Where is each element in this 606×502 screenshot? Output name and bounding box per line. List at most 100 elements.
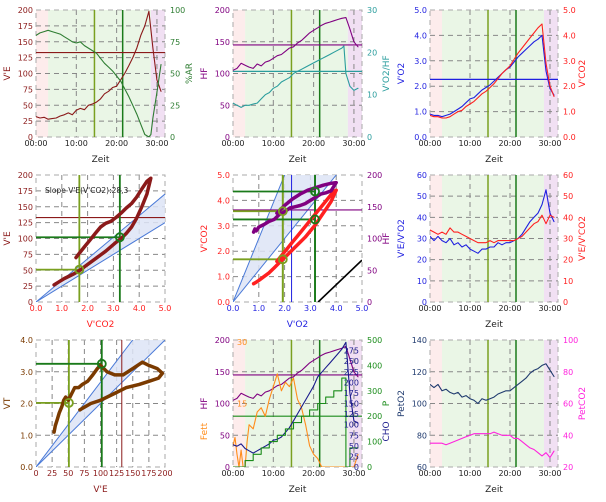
x-axis-label: Zeit (289, 155, 307, 165)
y-tick-label: 120 (412, 368, 427, 377)
panel-p6: 0 10 20 30 40 50 60 0 10 20 30 40 50 60 00:00 10:00 20:0… (397, 171, 588, 330)
plot-area (233, 340, 362, 467)
panel-p2: 0 50 100 150 200 0 10 20 30 00:00 10:00 20:00 30:00 Z… (200, 6, 392, 165)
x-tick-label: 00:00 (221, 469, 244, 478)
y-tick-label: 3.0 (20, 368, 33, 377)
plot-area (430, 340, 555, 467)
y2-tick-label: 400 (367, 361, 382, 370)
y-axis-label: V'CO2 (200, 225, 210, 253)
x-tick-label: 5.0 (159, 304, 172, 313)
y-tick-label: 175 (18, 22, 33, 31)
y-tick-label: 175 (18, 187, 33, 196)
y2-tick-label: 3.0 (563, 57, 576, 66)
cho-tick-label: 150 (344, 400, 359, 409)
y-tick-label: 30 (417, 235, 427, 244)
series-cho (233, 341, 359, 454)
offset-identity-line (317, 259, 362, 302)
y2-tick-label: 60 (563, 171, 573, 180)
y-tick-label: 140 (412, 336, 427, 345)
y-tick-label: 100 (412, 400, 427, 409)
y2-tick-label: 100 (367, 438, 382, 447)
x-tick-label: 00:00 (418, 139, 441, 148)
y-tick-label: 75 (23, 250, 33, 259)
x-tick-label: 10:00 (65, 139, 88, 148)
y-tick-label: 50 (23, 101, 33, 110)
y-tick-label: 1.0 (20, 431, 33, 440)
x-tick-label: 10:00 (458, 139, 481, 148)
y-axis-label: V'O2 (397, 63, 407, 84)
y-tick-label: 4.0 (217, 196, 230, 205)
x-tick-label: 125 (109, 469, 124, 478)
y-tick-label: 1.0 (414, 108, 427, 117)
y-tick-label: 150 (18, 203, 33, 212)
y2-tick-label: 100 (170, 6, 185, 15)
y2-axis-label: HF (382, 233, 392, 245)
y2-tick-label: 30 (563, 235, 573, 244)
y2-tick-label: 100 (367, 235, 382, 244)
x-tick-label: 0.0 (227, 304, 240, 313)
plot-area (36, 10, 165, 137)
x-tick-label: 20:00 (302, 469, 325, 478)
series-v-e (36, 10, 162, 120)
x-tick-label: 4.0 (133, 304, 146, 313)
fett-tick-label: 30 (237, 338, 247, 347)
panel-p3: 0.0 1.0 2.0 3.0 4.0 5.0 0.0 1.0 2.0 3.0 4.0 5.0 00:0… (397, 6, 588, 165)
x-tick-label: 200 (157, 469, 172, 478)
slope-annotation: Slope V'E(V'CO2):28,3 (45, 186, 129, 195)
series-hf (233, 17, 359, 71)
y2-tick-label: 1.0 (563, 108, 576, 117)
y2-tick-label: 40 (563, 431, 573, 440)
plot-frame (232, 339, 363, 468)
y-tick-label: 5.0 (414, 6, 427, 15)
y2-tick-label: 60 (563, 400, 573, 409)
y-tick-label: 0.0 (217, 298, 230, 307)
y-axis-label: HF (200, 68, 210, 80)
series-v-co2 (430, 23, 555, 119)
y-tick-label: 2.0 (217, 247, 230, 256)
y2-axis-label: PetCO2 (578, 387, 588, 420)
y2-tick-label: 50 (170, 70, 180, 79)
threshold-marker-vt2 (114, 232, 125, 243)
series-fett (233, 373, 359, 467)
cho-axis-label: CHO (382, 421, 392, 441)
y2-tick-label: 10 (563, 277, 573, 286)
x-tick-label: 10:00 (262, 469, 285, 478)
x-tick-label: 150 (125, 469, 140, 478)
plot-frame (429, 9, 559, 138)
x-tick-label: 1.0 (252, 304, 265, 313)
y2-tick-label: 300 (367, 387, 382, 396)
series-hf (233, 345, 359, 401)
y-tick-label: 0 (422, 298, 427, 307)
y2-tick-label: 20 (563, 463, 573, 472)
x-tick-label: 20:00 (302, 139, 325, 148)
plot-area (233, 10, 362, 137)
y-tick-label: 0.0 (414, 133, 427, 142)
panel-p4: 0 25 50 75 100 125 150 175 200 0.0 1.0 2.0 3.0 4.0 5.0… (3, 171, 171, 330)
cho-tick-label: 25 (349, 452, 359, 461)
y2-tick-label: 2.0 (563, 82, 576, 91)
y2-axis-label: V'E/V'CO2 (578, 216, 588, 261)
x-axis-label: Zeit (485, 155, 503, 165)
x-tick-label: 5.0 (356, 304, 369, 313)
x-tick-label: 2.0 (278, 304, 291, 313)
y2-axis-label: P (382, 400, 392, 406)
fett-tick-label: 15 (237, 400, 247, 409)
cho-tick-label: 175 (344, 389, 359, 398)
y2-tick-label: 0 (367, 463, 372, 472)
x-tick-label: 30:00 (145, 139, 168, 148)
y-tick-label: 0.0 (20, 463, 33, 472)
y2-tick-label: 20 (563, 256, 573, 265)
y-tick-label: 100 (18, 70, 33, 79)
y2-tick-label: 0 (170, 133, 175, 142)
x-tick-label: 10:00 (458, 304, 481, 313)
x-tick-label: 3.0 (107, 304, 120, 313)
y2-tick-label: 500 (367, 336, 382, 345)
cho-tick-label: 125 (344, 410, 359, 419)
x-tick-label: 1.0 (55, 304, 68, 313)
y-tick-label: 0 (225, 463, 230, 472)
x-axis-label: Zeit (289, 485, 307, 495)
reference-line (36, 222, 165, 302)
x-tick-label: 00:00 (24, 139, 47, 148)
x-tick-label: 30:00 (342, 469, 365, 478)
